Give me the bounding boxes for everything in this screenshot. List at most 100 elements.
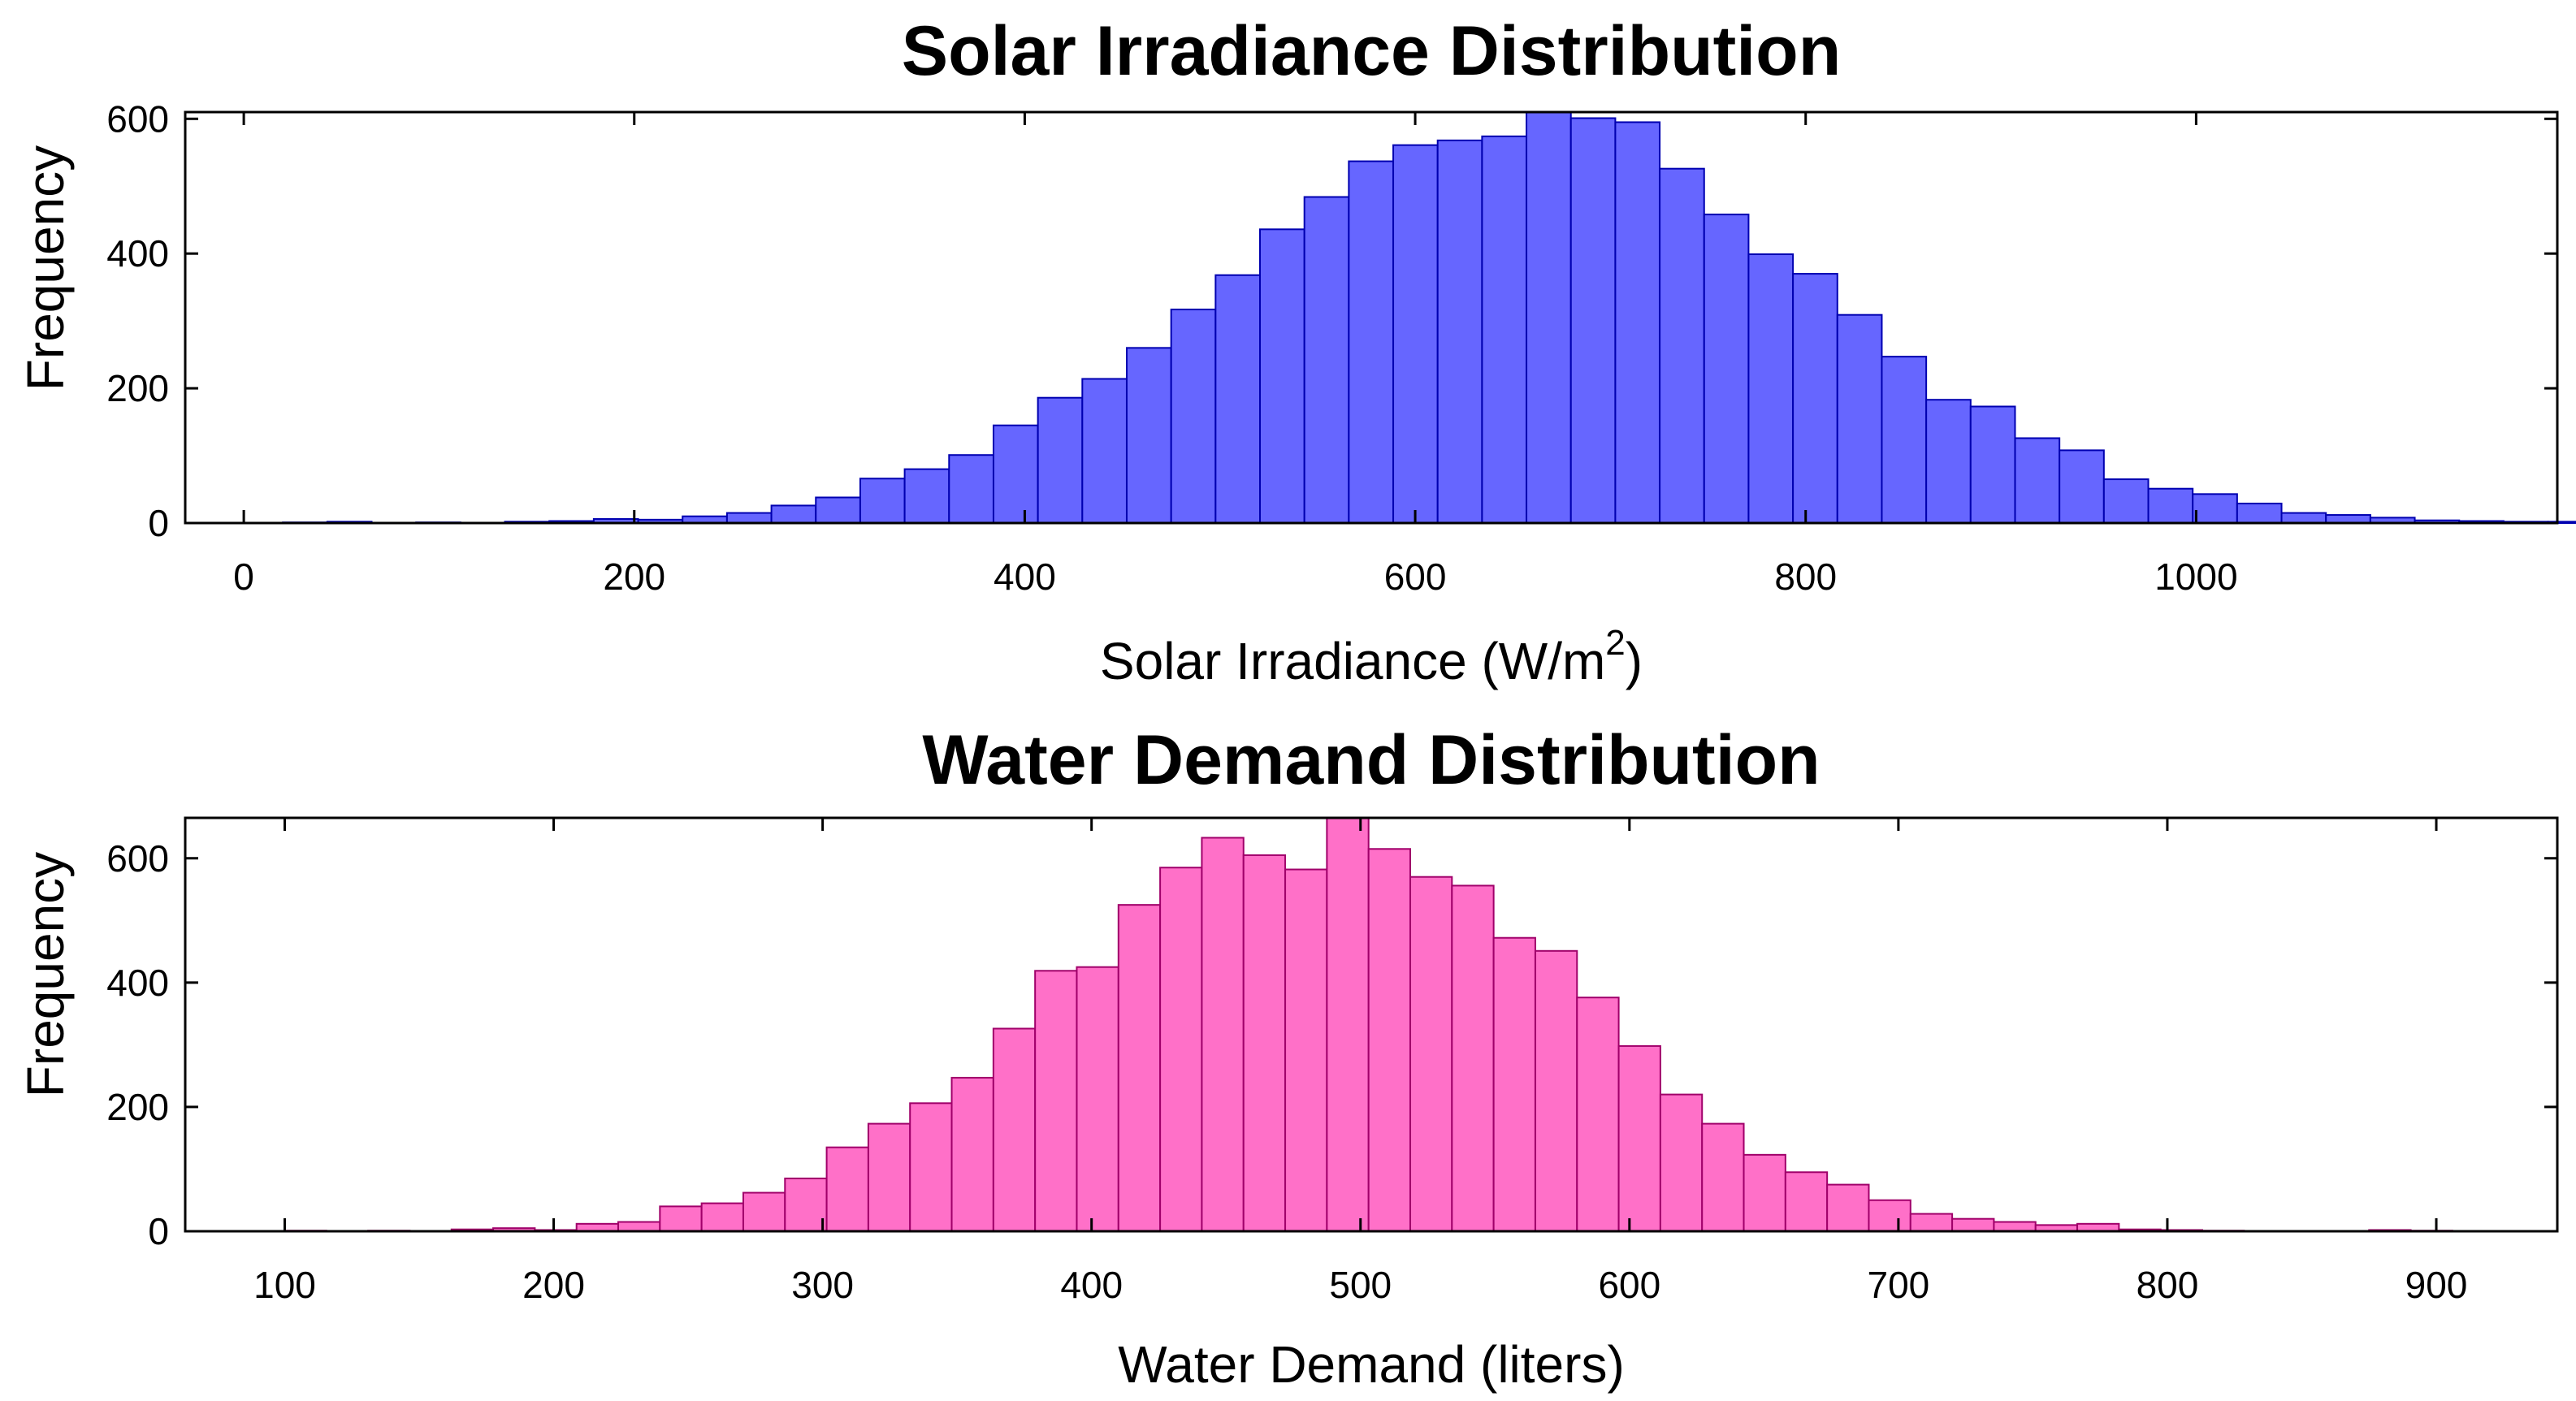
- histogram-bar: [992, 424, 1039, 524]
- x-tick-label: 200: [522, 1264, 585, 1306]
- histogram-bar: [1076, 966, 1119, 1232]
- histogram-bar: [948, 454, 994, 524]
- histogram-bar: [1951, 1217, 1995, 1232]
- histogram-bar: [1576, 997, 1620, 1232]
- histogram-bar: [770, 504, 817, 524]
- histogram-bar: [1284, 868, 1328, 1233]
- histogram-bar: [1868, 1199, 1911, 1232]
- y-tick-label: 600: [106, 837, 169, 880]
- histogram-bar: [903, 468, 950, 525]
- x-tick-label: 600: [1598, 1264, 1660, 1306]
- histogram-bar: [2014, 437, 2061, 524]
- histogram-bar: [1969, 405, 2016, 524]
- x-tick-label: 1000: [2154, 556, 2237, 598]
- x-tick-label: 400: [1060, 1264, 1123, 1306]
- histogram-bar: [700, 1202, 744, 1233]
- x-tick-label: 800: [2137, 1264, 2199, 1306]
- y-tick-label: 0: [148, 1210, 169, 1252]
- histogram-bar: [1881, 356, 1928, 524]
- histogram-bar: [1117, 904, 1162, 1233]
- y-tick-label: 0: [148, 502, 169, 544]
- x-tick-label: 900: [2405, 1264, 2468, 1306]
- x-tick-label: 600: [1384, 556, 1447, 598]
- x-tick-label: 700: [1868, 1264, 1930, 1306]
- histogram-bars: [284, 817, 2453, 1233]
- histogram-bar: [1925, 399, 1972, 525]
- histogram-bar: [2280, 512, 2327, 524]
- y-tick-label: 200: [106, 1086, 169, 1128]
- histogram-bar: [859, 478, 906, 524]
- histogram-bar: [784, 1177, 828, 1232]
- histogram-bar: [2192, 493, 2238, 525]
- histogram-bar: [2059, 449, 2105, 524]
- y-tick-label: 400: [106, 232, 169, 275]
- x-tick-label: 500: [1329, 1264, 1392, 1306]
- histogram-bar: [950, 1076, 994, 1232]
- chart-title: Water Demand Distribution: [922, 721, 1820, 799]
- histogram-bar: [1081, 378, 1128, 524]
- histogram-bar: [1367, 848, 1412, 1233]
- histogram-bar: [867, 1122, 911, 1232]
- histogram-bar: [1259, 228, 1305, 524]
- histogram-bar: [742, 1191, 786, 1233]
- x-axis-label-superscript: 2: [1605, 623, 1625, 663]
- histogram-bar: [1909, 1213, 1954, 1232]
- histogram-bar: [1348, 160, 1395, 525]
- histogram-bar: [1392, 144, 1439, 524]
- histogram-bar: [1614, 121, 1661, 524]
- histogram-bar: [1993, 1221, 2037, 1233]
- histogram-bar: [1743, 1153, 1786, 1232]
- histogram-bars: [282, 111, 2576, 525]
- histogram-bar: [1617, 1044, 1661, 1233]
- x-axis-label-suffix: ): [1626, 632, 1643, 690]
- histogram-bar: [909, 1102, 953, 1232]
- x-tick-label: 200: [603, 556, 665, 598]
- plot-area: [184, 110, 2559, 525]
- y-tick-label: 600: [106, 97, 169, 140]
- solar-irradiance-chart: Solar Irradiance Distribution Frequency …: [16, 12, 2576, 690]
- histogram-bar: [1201, 837, 1245, 1232]
- histogram-bar: [1826, 1183, 1870, 1232]
- histogram-bar: [2236, 502, 2283, 525]
- histogram-bar: [1170, 309, 1217, 524]
- y-axis-label: Frequency: [16, 852, 75, 1097]
- chart-title: Solar Irradiance Distribution: [902, 12, 1841, 90]
- x-tick-label: 300: [791, 1264, 854, 1306]
- y-axis-label: Frequency: [16, 145, 75, 391]
- histogram-bar: [1214, 274, 1262, 524]
- plot-area: [184, 816, 2559, 1233]
- histogram-bar: [1159, 867, 1203, 1232]
- x-tick-label: 400: [994, 556, 1056, 598]
- histogram-bar: [1659, 1093, 1704, 1232]
- axis-ticks: 0 200 400 600 800 1000 0 200 400 600: [106, 97, 2557, 598]
- x-axis-label-main: Solar Irradiance (W/m: [1100, 632, 1605, 690]
- histogram-bar: [2102, 478, 2150, 525]
- histogram-bar: [725, 512, 773, 524]
- histogram-bar: [1037, 396, 1084, 524]
- histogram-bar: [1836, 313, 1883, 524]
- histogram-bar: [1569, 117, 1617, 524]
- histogram-bar: [659, 1205, 703, 1233]
- histogram-bar: [1125, 347, 1172, 524]
- water-demand-chart: Water Demand Distribution Frequency Wate…: [16, 721, 2559, 1394]
- histogram-bar: [1659, 167, 1705, 524]
- histogram-bar: [1703, 214, 1750, 524]
- histogram-bar: [1242, 854, 1287, 1233]
- histogram-bar: [1326, 817, 1370, 1232]
- histogram-bar: [1034, 970, 1078, 1233]
- y-tick-label: 400: [106, 962, 169, 1004]
- histogram-bar: [825, 1146, 869, 1233]
- histogram-bar: [617, 1221, 661, 1233]
- histogram-bar: [1701, 1122, 1745, 1232]
- histogram-bar: [2147, 487, 2194, 525]
- histogram-bar: [1534, 949, 1578, 1233]
- histogram-bar: [992, 1027, 1037, 1232]
- histogram-bar: [1436, 139, 1483, 524]
- histogram-bar: [1303, 196, 1350, 525]
- histogram-bar: [1784, 1171, 1829, 1233]
- histogram-bar: [1451, 884, 1495, 1233]
- x-tick-label: 100: [253, 1264, 316, 1306]
- axis-ticks: 100 200 300 400 500 600 700 800 900 0 200 400 600: [106, 818, 2557, 1306]
- histogram-bar: [1409, 876, 1453, 1232]
